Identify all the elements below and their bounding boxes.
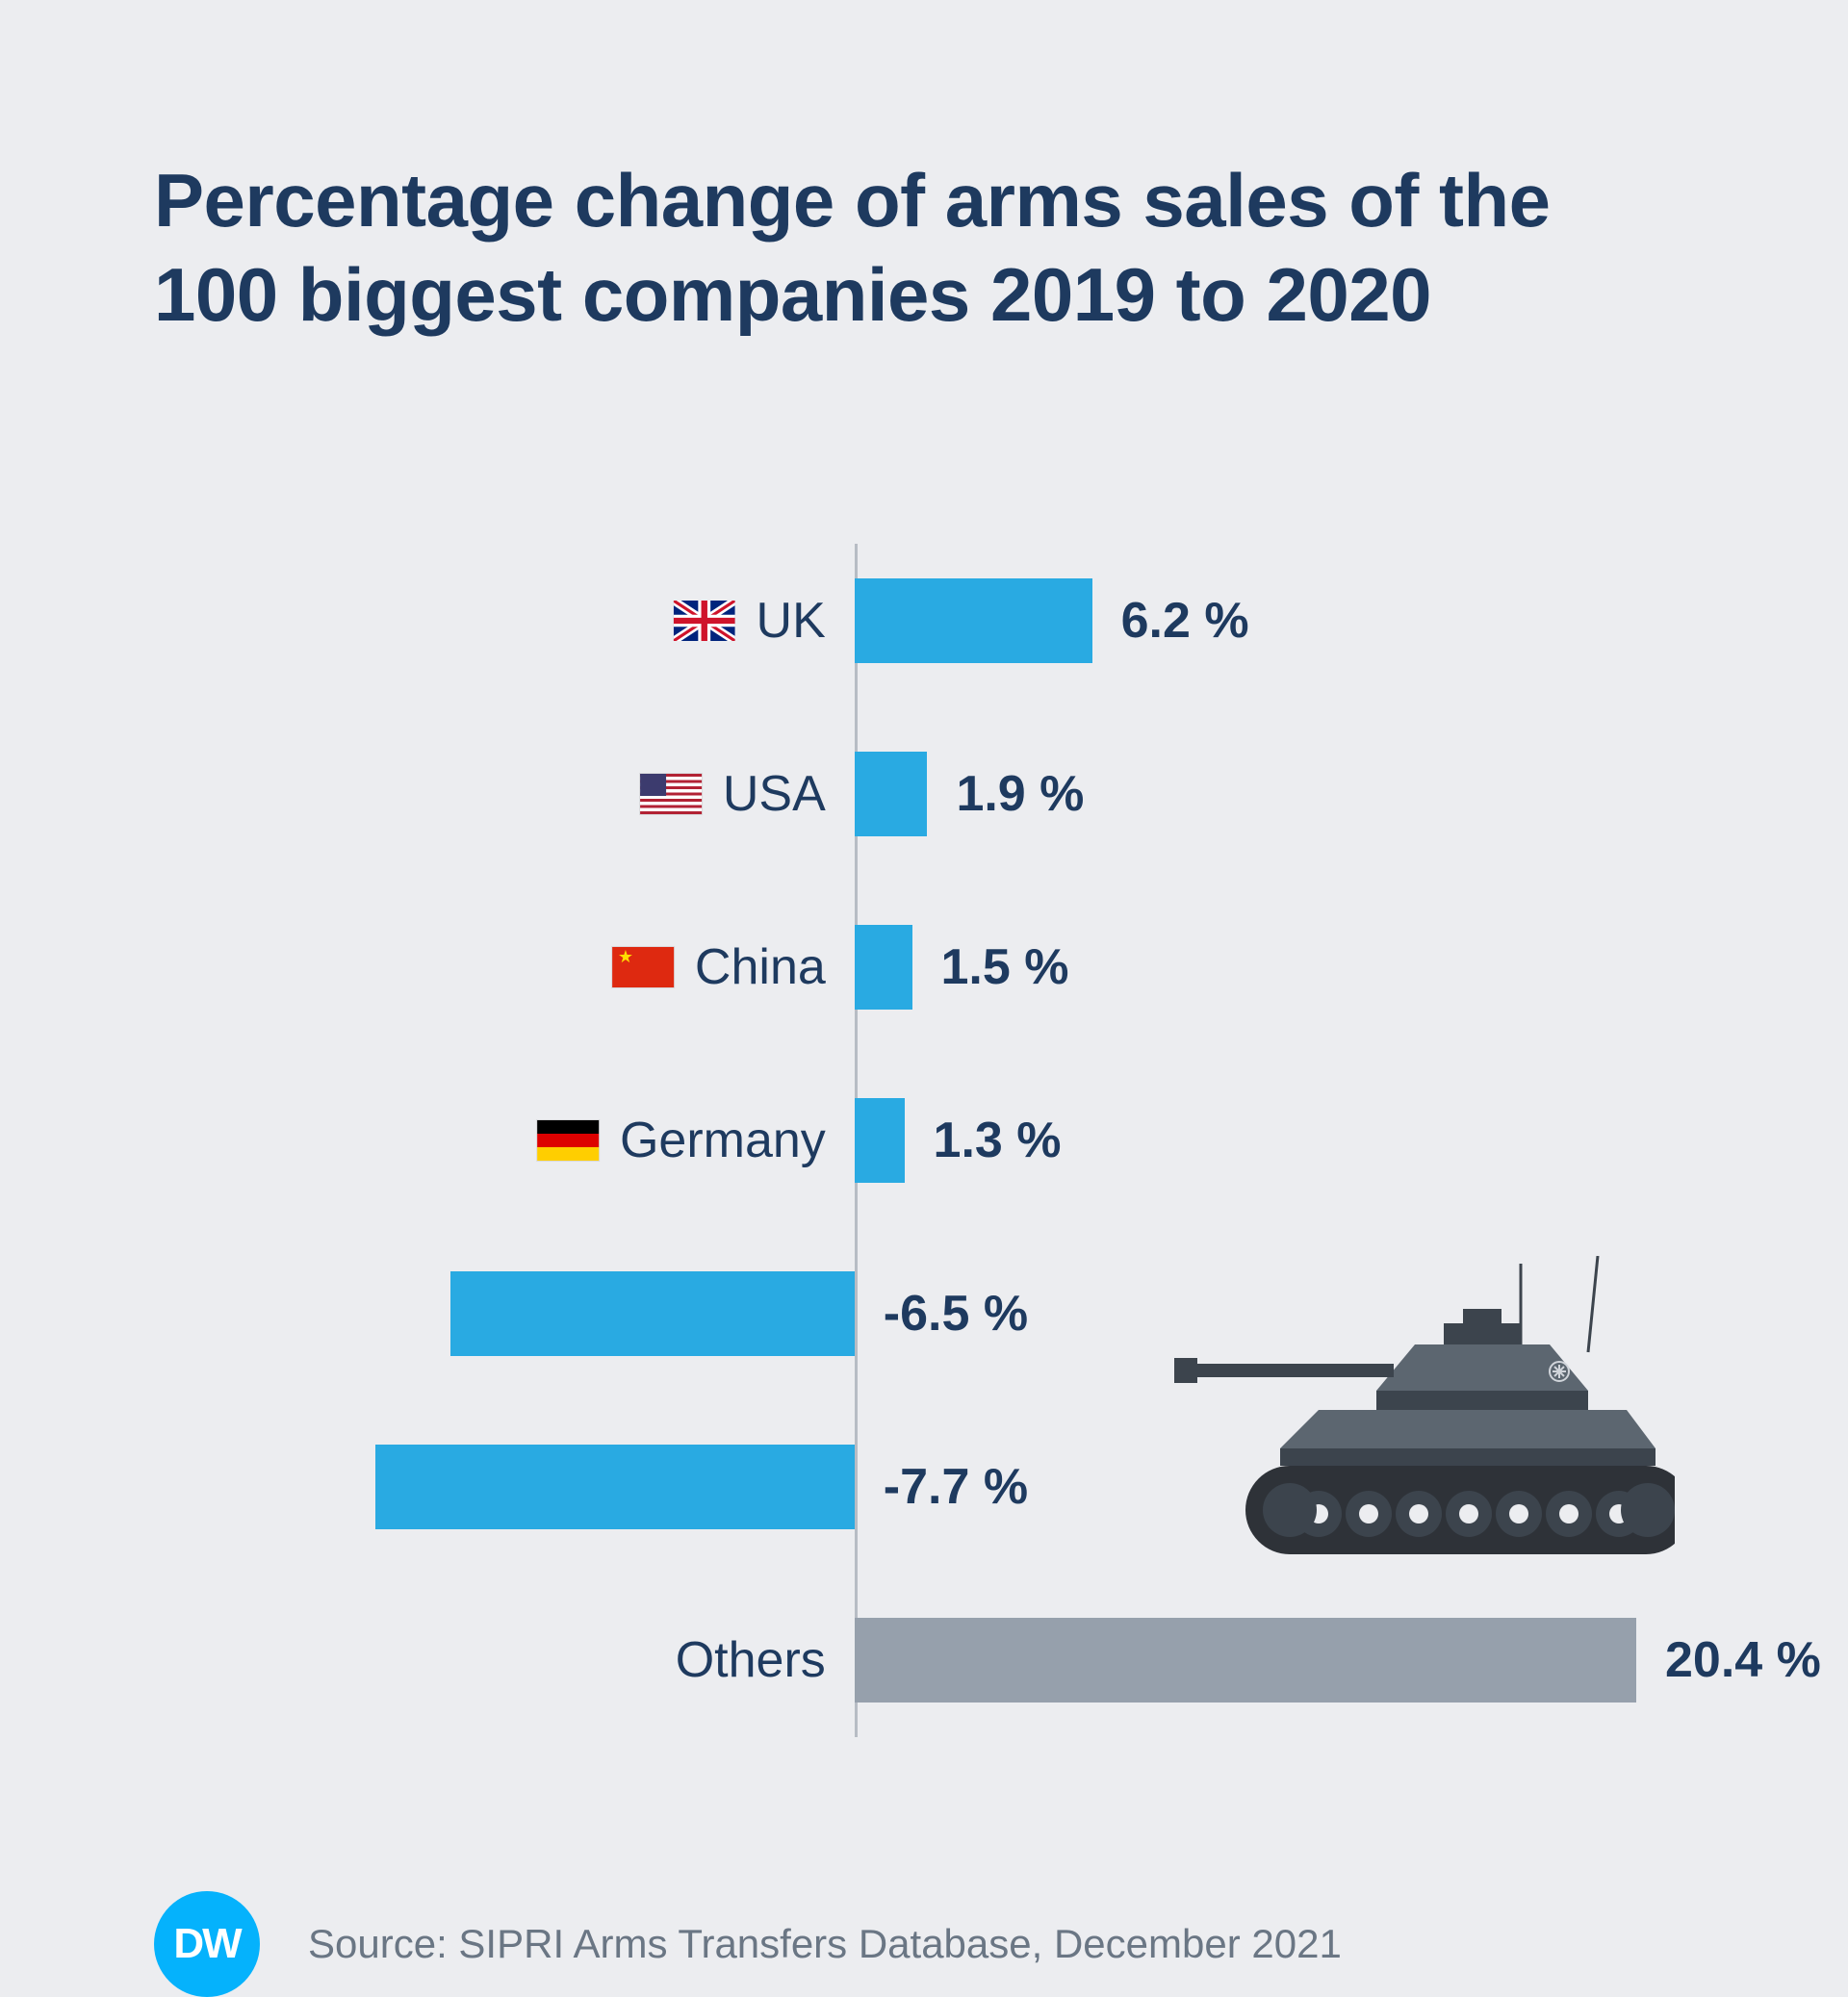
country-label: UK (757, 592, 826, 650)
country-label: Others (676, 1631, 826, 1689)
infographic-card: Percentage change of arms sales of the 1… (19, 38, 1829, 1946)
bar (855, 1618, 1636, 1703)
tank-icon (1174, 1256, 1675, 1564)
value-label: 1.9 % (956, 765, 1084, 823)
value-label: 6.2 % (1121, 592, 1249, 650)
source-text: Source: SIPRI Arms Transfers Database, D… (308, 1921, 1342, 1967)
dw-logo: DW (154, 1891, 260, 1997)
row-label-wrap: Germany (537, 1112, 826, 1169)
bar (855, 578, 1092, 663)
chart-row: UK 6.2 % (375, 563, 1636, 678)
chart-row: Others20.4 % (375, 1602, 1636, 1718)
bar (375, 1445, 855, 1529)
flag-icon (674, 601, 735, 641)
row-label-wrap: USA (640, 765, 826, 823)
dw-logo-text: DW (173, 1920, 240, 1968)
bar (855, 925, 912, 1010)
row-label-wrap: Others (676, 1631, 826, 1689)
chart-area: UK6.2 %USA1.9 %China1.5 %Germany1.3 %Rus… (375, 563, 1636, 1718)
value-label: -6.5 % (884, 1285, 1028, 1343)
country-label: USA (723, 765, 826, 823)
bar (855, 1098, 905, 1183)
flag-icon (537, 1120, 599, 1161)
flag-icon (612, 947, 674, 987)
value-label: 1.5 % (941, 938, 1069, 996)
footer: DW Source: SIPRI Arms Transfers Database… (154, 1891, 1694, 1997)
value-label: 1.3 % (934, 1112, 1062, 1169)
value-label: -7.7 % (884, 1458, 1028, 1516)
chart-row: Germany 1.3 % (375, 1083, 1636, 1198)
country-label: Germany (620, 1112, 826, 1169)
row-label-wrap: China (612, 938, 826, 996)
chart-row: USA 1.9 % (375, 736, 1636, 852)
bar (855, 752, 928, 836)
value-label: 20.4 % (1665, 1631, 1821, 1689)
chart-row: China 1.5 % (375, 909, 1636, 1025)
chart-title: Percentage change of arms sales of the 1… (154, 154, 1694, 342)
flag-icon (640, 774, 702, 814)
row-label-wrap: UK (674, 592, 826, 650)
country-label: China (695, 938, 826, 996)
chart-row: France-7.7 % (375, 1429, 1636, 1545)
bar (450, 1271, 855, 1356)
